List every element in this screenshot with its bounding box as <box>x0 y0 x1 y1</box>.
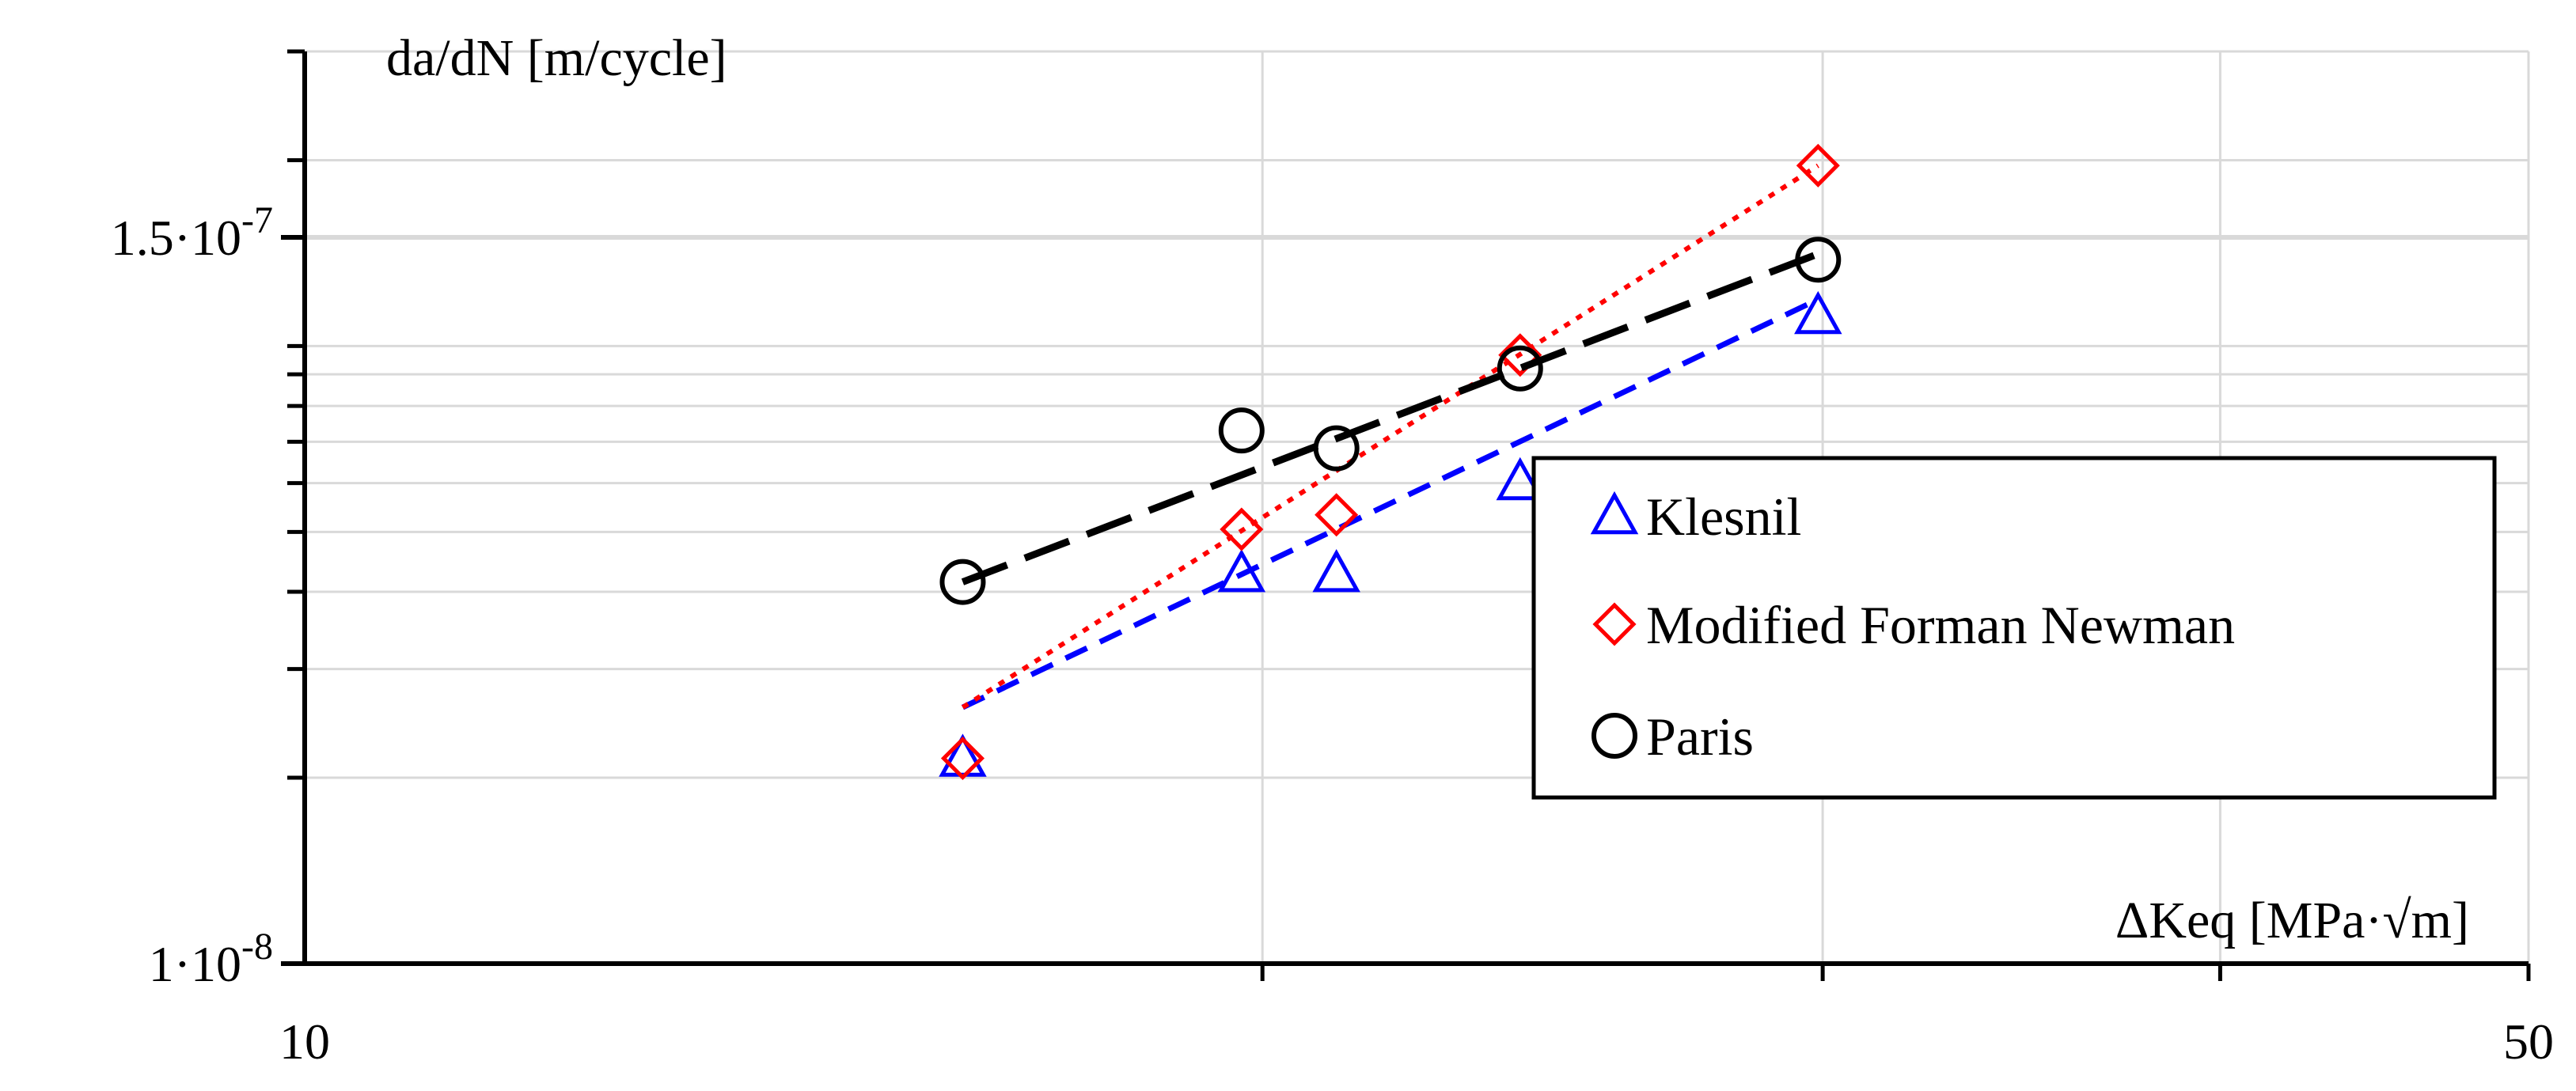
data-point-circle <box>1497 345 1543 392</box>
legend-frame <box>1531 456 2497 800</box>
x-tick-label: 10 <box>279 1013 330 1070</box>
data-point-triangle <box>1496 456 1545 501</box>
series-plot-area <box>939 143 1842 781</box>
data-point-diamond <box>1796 143 1840 188</box>
data-point-circle <box>939 559 986 605</box>
data-point-diamond <box>1498 333 1542 377</box>
grid-lines <box>305 50 2530 964</box>
series-trend-line <box>961 163 1819 710</box>
data-point-triangle <box>1794 290 1842 335</box>
data-point-circle <box>1313 425 1360 472</box>
legend-label: Klesnil <box>1646 487 1801 547</box>
data-point-triangle <box>1312 548 1360 593</box>
y-tick-label: 1·10-8 <box>149 926 273 992</box>
y-axis-label: da/dN [m/cycle] <box>386 29 727 87</box>
data-point-triangle <box>1217 548 1266 593</box>
x-tick-label: 50 <box>2503 1013 2554 1070</box>
data-point-diamond <box>1220 507 1264 551</box>
legend-marker-circle <box>1592 713 1637 759</box>
series-trend-line <box>961 250 1819 585</box>
legend-marker-diamond <box>1592 602 1637 646</box>
data-point-circle <box>1218 407 1265 454</box>
series-triangle <box>939 290 1842 777</box>
data-point-diamond <box>940 736 985 781</box>
series-trend-line <box>961 297 1819 710</box>
data-point-circle <box>1795 237 1842 283</box>
series-diamond <box>940 143 1840 781</box>
x-axis-label: ΔKeq [MPa·√m] <box>2115 892 2469 949</box>
legend-label: Paris <box>1646 706 1754 767</box>
legend-label: Modified Forman Newman <box>1646 595 2235 655</box>
series-circle <box>939 237 1842 605</box>
y-tick-label: 1.5·10-7 <box>111 199 273 266</box>
legend: Klesnil Modified Forman Newman Paris <box>1531 456 2497 800</box>
legend-marker-triangle <box>1590 491 1639 535</box>
axes: 10 50 1·10-8 1.5·10-7 <box>111 49 2554 1070</box>
data-point-diamond <box>1315 493 1359 537</box>
